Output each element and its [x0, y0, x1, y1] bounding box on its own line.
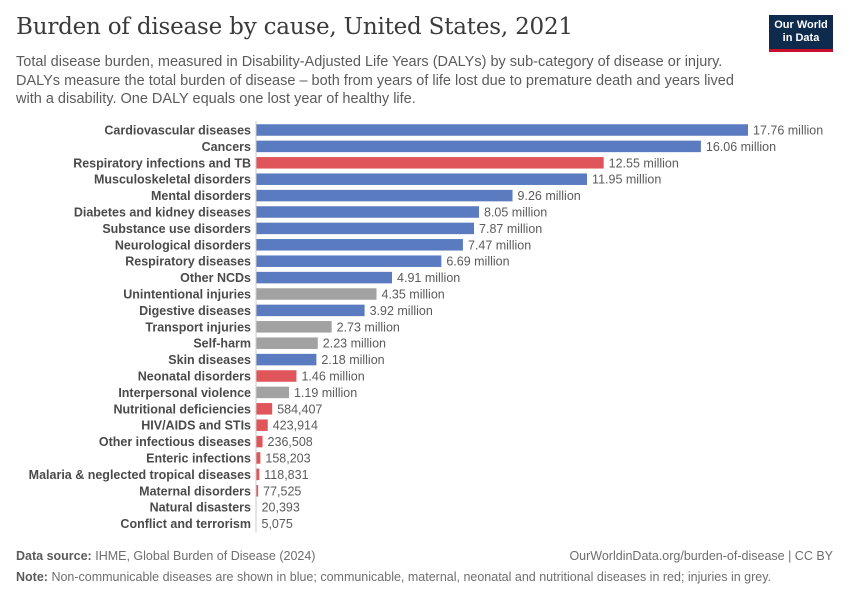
value-label: 584,407	[277, 402, 322, 416]
value-label: 7.47 million	[468, 238, 531, 252]
category-label: Respiratory diseases	[125, 255, 251, 269]
owid-logo[interactable]: Our World in Data	[769, 15, 833, 52]
value-label: 2.18 million	[321, 353, 384, 367]
value-label: 16.06 million	[706, 140, 776, 154]
bar[interactable]	[256, 189, 513, 202]
category-label: Cardiovascular diseases	[104, 124, 251, 138]
value-label: 2.73 million	[337, 320, 400, 334]
category-label: Substance use disorders	[102, 222, 251, 236]
value-label: 6.69 million	[446, 255, 509, 269]
category-label: HIV/AIDS and STIs	[141, 419, 251, 433]
category-label: Transport injuries	[145, 320, 251, 334]
category-label: Self-harm	[193, 337, 251, 351]
category-label: Cancers	[202, 140, 251, 154]
value-label: 12.55 million	[609, 156, 679, 170]
bar[interactable]	[256, 173, 588, 185]
bar[interactable]	[256, 403, 273, 415]
value-label: 236,508	[268, 435, 313, 449]
category-label: Other NCDs	[180, 271, 251, 285]
bar[interactable]	[256, 239, 463, 251]
value-label: 3.92 million	[370, 304, 433, 318]
value-label: 1.46 million	[301, 370, 364, 384]
bar[interactable]	[256, 370, 297, 382]
value-label: 158,203	[265, 452, 310, 466]
bar[interactable]	[256, 419, 268, 431]
bar[interactable]	[256, 140, 701, 153]
value-label: 11.95 million	[592, 173, 661, 187]
logo-line-2: in Data	[782, 31, 820, 44]
category-label: Enteric infections	[146, 452, 251, 466]
value-label: 77,525	[263, 484, 301, 498]
category-label: Neurological disorders	[115, 238, 251, 252]
value-label: 20,393	[262, 501, 300, 515]
bar[interactable]	[256, 222, 475, 235]
category-label: Other infectious diseases	[99, 435, 251, 449]
source-url-link[interactable]: OurWorldinData.org/burden-of-disease | C…	[569, 549, 833, 563]
value-label: 7.87 million	[479, 222, 542, 236]
logo-line-1: Our World	[774, 19, 828, 31]
category-label: Conflict and terrorism	[120, 517, 251, 531]
chart-title: Burden of disease by cause, United State…	[16, 14, 573, 40]
bar[interactable]	[256, 337, 318, 349]
category-label: Maternal disorders	[139, 484, 251, 498]
category-label: Malaria & neglected tropical diseases	[29, 468, 251, 482]
bar-chart: Cardiovascular diseases 17.76 million Canc…	[29, 121, 823, 533]
value-label: 17.76 million	[753, 124, 823, 138]
value-label: 4.35 million	[382, 288, 445, 302]
category-label: Interpersonal violence	[118, 386, 251, 400]
bar[interactable]	[256, 452, 261, 464]
category-label: Unintentional injuries	[123, 288, 251, 302]
value-label: 118,831	[264, 468, 308, 482]
data-source-label: Data source:	[16, 549, 92, 563]
bar[interactable]	[256, 353, 317, 366]
category-label: Mental disorders	[151, 189, 251, 203]
bar[interactable]	[256, 321, 332, 333]
category-label: Respiratory infections and TB	[73, 156, 251, 170]
category-label: Digestive diseases	[139, 304, 251, 318]
value-label: 4.91 million	[397, 271, 460, 285]
bar[interactable]	[256, 206, 480, 218]
category-label: Neonatal disorders	[138, 370, 251, 384]
category-label: Diabetes and kidney diseases	[74, 206, 251, 220]
data-source-text: IHME, Global Burden of Disease (2024)	[95, 549, 316, 563]
bar[interactable]	[256, 124, 748, 136]
value-label: 9.26 million	[518, 189, 581, 203]
bar[interactable]	[256, 435, 263, 448]
bar[interactable]	[256, 485, 259, 497]
value-label: 2.23 million	[323, 337, 386, 351]
value-label: 1.19 million	[294, 386, 357, 400]
category-label: Musculoskeletal disorders	[94, 173, 251, 187]
chart-subtitle: Total disease burden, measured in Disabi…	[16, 54, 734, 107]
note-text: Non-communicable diseases are shown in b…	[51, 570, 772, 584]
value-label: 423,914	[273, 419, 318, 433]
bar[interactable]	[256, 386, 289, 399]
chart-note: Note: Non-communicable diseases are show…	[16, 570, 771, 584]
bar[interactable]	[256, 157, 604, 169]
category-label: Nutritional deficiencies	[113, 402, 251, 416]
data-source: Data source: IHME, Global Burden of Dise…	[16, 549, 315, 563]
category-label: Natural disasters	[150, 501, 251, 515]
value-label: 8.05 million	[484, 206, 547, 220]
bar[interactable]	[256, 304, 365, 317]
note-label: Note:	[16, 570, 48, 584]
bar[interactable]	[256, 288, 377, 300]
bar[interactable]	[256, 468, 260, 481]
value-label: 5,075	[262, 517, 293, 531]
bar[interactable]	[256, 255, 442, 267]
bar[interactable]	[256, 271, 393, 284]
category-label: Skin diseases	[168, 353, 251, 367]
